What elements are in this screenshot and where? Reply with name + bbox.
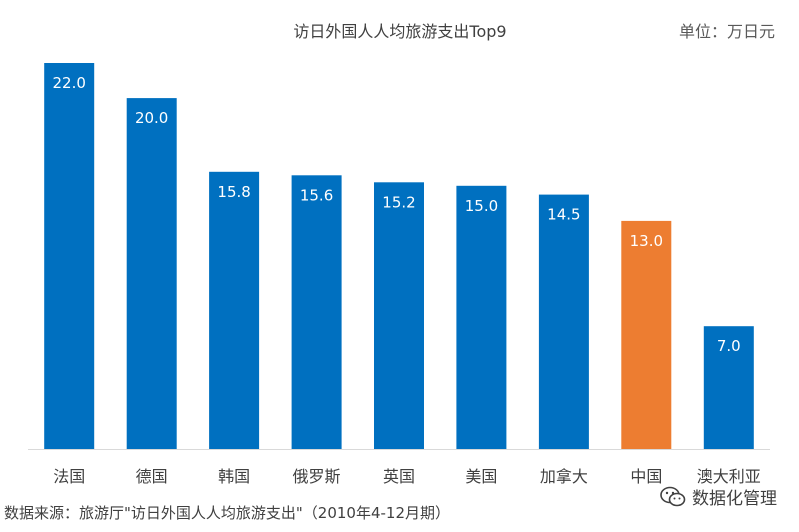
- bar-8[interactable]: [621, 220, 672, 449]
- bar-9[interactable]: [703, 326, 754, 449]
- bar-2[interactable]: [126, 98, 177, 449]
- x-tick-label-1: 法国: [53, 467, 85, 486]
- data-label-5: 15.2: [382, 193, 415, 211]
- data-label-7: 14.5: [547, 206, 580, 224]
- x-tick-label-2: 德国: [136, 467, 168, 486]
- data-label-9: 7.0: [717, 337, 741, 355]
- x-tick-label-9: 澳大利亚: [697, 467, 761, 486]
- data-label-1: 22.0: [53, 74, 86, 92]
- bar-4[interactable]: [291, 175, 342, 450]
- bar-1[interactable]: [44, 63, 95, 449]
- bar-7[interactable]: [538, 194, 589, 449]
- watermark: 数据化管理: [660, 484, 777, 509]
- data-label-4: 15.6: [300, 186, 333, 204]
- data-label-8: 13.0: [630, 232, 663, 250]
- bar-3[interactable]: [209, 171, 260, 450]
- watermark-text: 数据化管理: [692, 489, 777, 509]
- x-tick-label-5: 英国: [383, 467, 415, 486]
- data-label-2: 20.0: [135, 109, 168, 127]
- x-tick-label-8: 中国: [630, 467, 662, 486]
- wechat-icon: [660, 486, 686, 506]
- x-tick-label-4: 俄罗斯: [293, 467, 341, 486]
- data-label-6: 15.0: [465, 197, 498, 215]
- x-tick-label-6: 美国: [465, 467, 497, 486]
- unit-label: 单位：万日元: [678, 22, 775, 41]
- source-note: 数据来源：旅游厅"访日外国人人均旅游支出"（2010年4-12月期）: [4, 504, 451, 522]
- x-tick-label-3: 韩国: [218, 467, 250, 486]
- data-label-3: 15.8: [217, 183, 250, 201]
- bar-6[interactable]: [456, 185, 507, 450]
- chart-title: 访日外国人人均旅游支出Top9: [293, 22, 507, 41]
- x-tick-label-7: 加拿大: [540, 467, 588, 486]
- bar-5[interactable]: [374, 182, 424, 450]
